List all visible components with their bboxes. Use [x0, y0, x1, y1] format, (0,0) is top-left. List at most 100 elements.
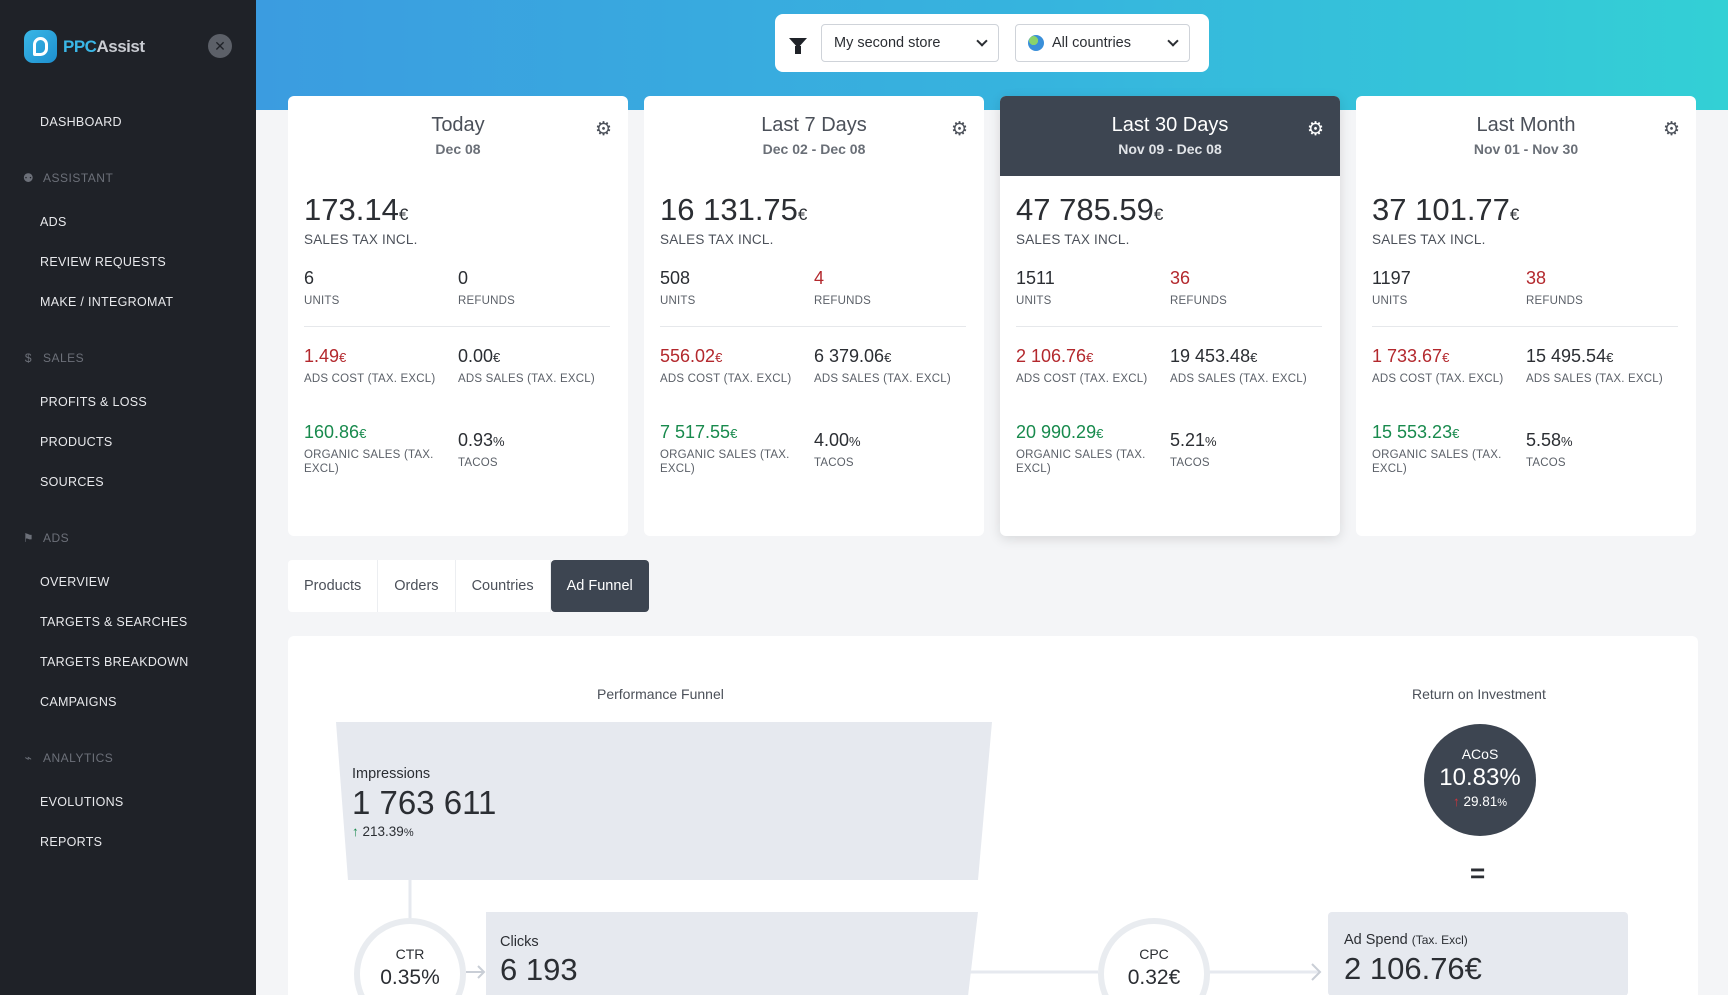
card-date: Dec 08	[435, 141, 481, 157]
gear-icon[interactable]: ⚙	[1306, 119, 1324, 140]
gear-icon[interactable]: ⚙	[594, 119, 612, 140]
sidebar-item-sources[interactable]: SOURCES	[40, 475, 104, 489]
organic-sales-metric: 7 517.55€ ORGANIC SALES (TAX. EXCL)	[660, 422, 790, 475]
refunds-metric: 4 REFUNDS	[814, 268, 871, 307]
sidebar-item-review-requests[interactable]: REVIEW REQUESTS	[40, 255, 167, 269]
ads-sales-metric: 0.00€ ADS SALES (TAX. EXCL)	[458, 346, 595, 385]
sidebar-item-make-integromat[interactable]: MAKE / INTEGROMAT	[40, 295, 174, 309]
arrow-head	[1311, 963, 1322, 981]
card-date: Dec 02 - Dec 08	[762, 141, 866, 157]
chevron-down-icon	[1167, 34, 1179, 47]
sidebar-item-ads[interactable]: ADS	[40, 215, 67, 229]
ads-cost-metric: 2 106.76€ ADS COST (TAX. EXCL)	[1016, 346, 1148, 385]
sidebar-section-assistant: ⚉ ASSISTANT	[22, 171, 114, 185]
ad-funnel-panel: Performance Funnel Return on Investment …	[288, 636, 1698, 995]
scrollbar-track[interactable]	[1728, 0, 1732, 995]
store-select-value: My second store	[834, 35, 941, 51]
organic-sales-metric: 20 990.29€ ORGANIC SALES (TAX. EXCL)	[1016, 422, 1146, 475]
chart-icon: ⌁	[24, 751, 33, 765]
country-select[interactable]: All countries	[1015, 24, 1190, 62]
sidebar-item-campaigns[interactable]: CAMPAIGNS	[40, 695, 117, 709]
divider	[1016, 326, 1322, 327]
period-card-last-7-days[interactable]: Last 7 Days Dec 02 - Dec 08 ⚙ 16 131.75€ SAL…	[644, 96, 984, 536]
ad-spend-value: 2 106.76€	[1344, 951, 1482, 986]
tacos-metric: 5.58% TACOS	[1526, 430, 1573, 469]
logo-text: PPCAssist	[63, 36, 145, 56]
impressions-funnel-shape	[336, 722, 992, 880]
refunds-metric: 38 REFUNDS	[1526, 268, 1583, 307]
sidebar-item-targets-breakdown[interactable]: TARGETS BREAKDOWN	[40, 655, 189, 669]
ads-cost-metric: 556.02€ ADS COST (TAX. EXCL)	[660, 346, 792, 385]
refunds-metric: 36 REFUNDS	[1170, 268, 1227, 307]
tab-countries[interactable]: Countries	[456, 560, 551, 612]
clicks-label: Clicks	[500, 934, 539, 950]
sidebar-item-targets-searches[interactable]: TARGETS & SEARCHES	[40, 615, 188, 629]
units-metric: 1197 UNITS	[1372, 268, 1411, 307]
tab-products[interactable]: Products	[288, 560, 379, 612]
tab-bar: Products Orders Countries Ad Funnel	[288, 560, 649, 612]
period-card-last-month[interactable]: Last Month Nov 01 - Nov 30 ⚙ 37 101.77€ SALE…	[1356, 96, 1696, 536]
logo-icon	[24, 30, 57, 63]
impressions-change: ↑ 213.39%	[352, 824, 414, 839]
store-select[interactable]: My second store	[821, 24, 999, 62]
ads-sales-metric: 15 495.54€ ADS SALES (TAX. EXCL)	[1526, 346, 1663, 385]
impressions-label: Impressions	[352, 766, 431, 782]
sidebar-section-ads: ⚑ ADS	[22, 531, 70, 545]
robot-icon: ⚉	[22, 171, 35, 185]
ads-sales-metric: 19 453.48€ ADS SALES (TAX. EXCL)	[1170, 346, 1307, 385]
card-header: Last 30 Days Nov 09 - Dec 08 ⚙	[1000, 96, 1340, 176]
sidebar-item-dashboard[interactable]: DASHBOARD	[40, 115, 122, 129]
sidebar-item-reports[interactable]: REPORTS	[40, 835, 103, 849]
tacos-metric: 0.93% TACOS	[458, 430, 505, 469]
filter-bar: My second store All countries	[775, 14, 1209, 72]
impressions-value: 1 763 611	[352, 784, 497, 821]
card-header: Today Dec 08 ⚙	[288, 96, 628, 176]
arrow-head	[477, 965, 486, 979]
main-content: My second store All countries Today Dec 0…	[256, 0, 1732, 995]
dollar-icon: $	[24, 351, 33, 365]
tab-ad-funnel[interactable]: Ad Funnel	[550, 560, 649, 612]
chevron-down-icon	[976, 34, 988, 47]
sidebar-item-products[interactable]: PRODUCTS	[40, 435, 113, 449]
tab-orders[interactable]: Orders	[378, 560, 456, 612]
card-header: Last 7 Days Dec 02 - Dec 08 ⚙	[644, 96, 984, 176]
arrow-up-icon: ↑	[1452, 794, 1460, 809]
ads-sales-metric: 6 379.06€ ADS SALES (TAX. EXCL)	[814, 346, 951, 385]
logo[interactable]: PPCAssist	[24, 30, 145, 63]
acos-circle: ACoS 10.83% ↑ 29.81%	[1424, 724, 1536, 836]
globe-icon	[1028, 35, 1044, 52]
card-date: Nov 01 - Nov 30	[1473, 141, 1579, 157]
sales-label: SALES TAX INCL.	[660, 232, 774, 247]
card-title: Last 7 Days	[761, 114, 867, 136]
units-metric: 508 UNITS	[660, 268, 696, 307]
gear-icon[interactable]: ⚙	[1662, 119, 1680, 140]
country-select-value: All countries	[1028, 35, 1131, 52]
card-date: Nov 09 - Dec 08	[1118, 141, 1222, 157]
sidebar-item-overview[interactable]: OVERVIEW	[40, 575, 110, 589]
units-metric: 6 UNITS	[304, 268, 340, 307]
period-card-today[interactable]: Today Dec 08 ⚙ 173.14€ SALES TAX INCL. 6 UNITS…	[288, 96, 628, 536]
close-icon: ✕	[214, 37, 226, 54]
sales-label: SALES TAX INCL.	[304, 232, 418, 247]
sales-label: SALES TAX INCL.	[1372, 232, 1486, 247]
tacos-metric: 5.21% TACOS	[1170, 430, 1217, 469]
sidebar: PPCAssist ✕ DASHBOARD ⚉ ASSISTANT ADS REV…	[0, 0, 256, 995]
sidebar-item-profits-loss[interactable]: PROFITS & LOSS	[40, 395, 148, 409]
card-title: Last 30 Days	[1111, 114, 1229, 136]
divider	[660, 326, 966, 327]
sales-value: 37 101.77€	[1372, 192, 1520, 227]
refunds-metric: 0 REFUNDS	[458, 268, 515, 307]
ads-cost-metric: 1.49€ ADS COST (TAX. EXCL)	[304, 346, 436, 385]
units-metric: 1511 UNITS	[1016, 268, 1055, 307]
ad-spend-label: Ad Spend (Tax. Excl)	[1344, 932, 1468, 948]
close-sidebar-button[interactable]: ✕	[208, 34, 232, 58]
ad-spend-box	[1328, 912, 1628, 995]
clicks-value: 6 193	[500, 952, 578, 987]
arrow-up-icon: ↑	[352, 824, 359, 839]
period-card-last-30-days[interactable]: Last 30 Days Nov 09 - Dec 08 ⚙ 47 785.59€ SA…	[1000, 96, 1340, 536]
sidebar-item-evolutions[interactable]: EVOLUTIONS	[40, 795, 124, 809]
gear-icon[interactable]: ⚙	[950, 119, 968, 140]
sales-value: 16 131.75€	[660, 192, 808, 227]
organic-sales-metric: 15 553.23€ ORGANIC SALES (TAX. EXCL)	[1372, 422, 1502, 475]
tacos-metric: 4.00% TACOS	[814, 430, 861, 469]
